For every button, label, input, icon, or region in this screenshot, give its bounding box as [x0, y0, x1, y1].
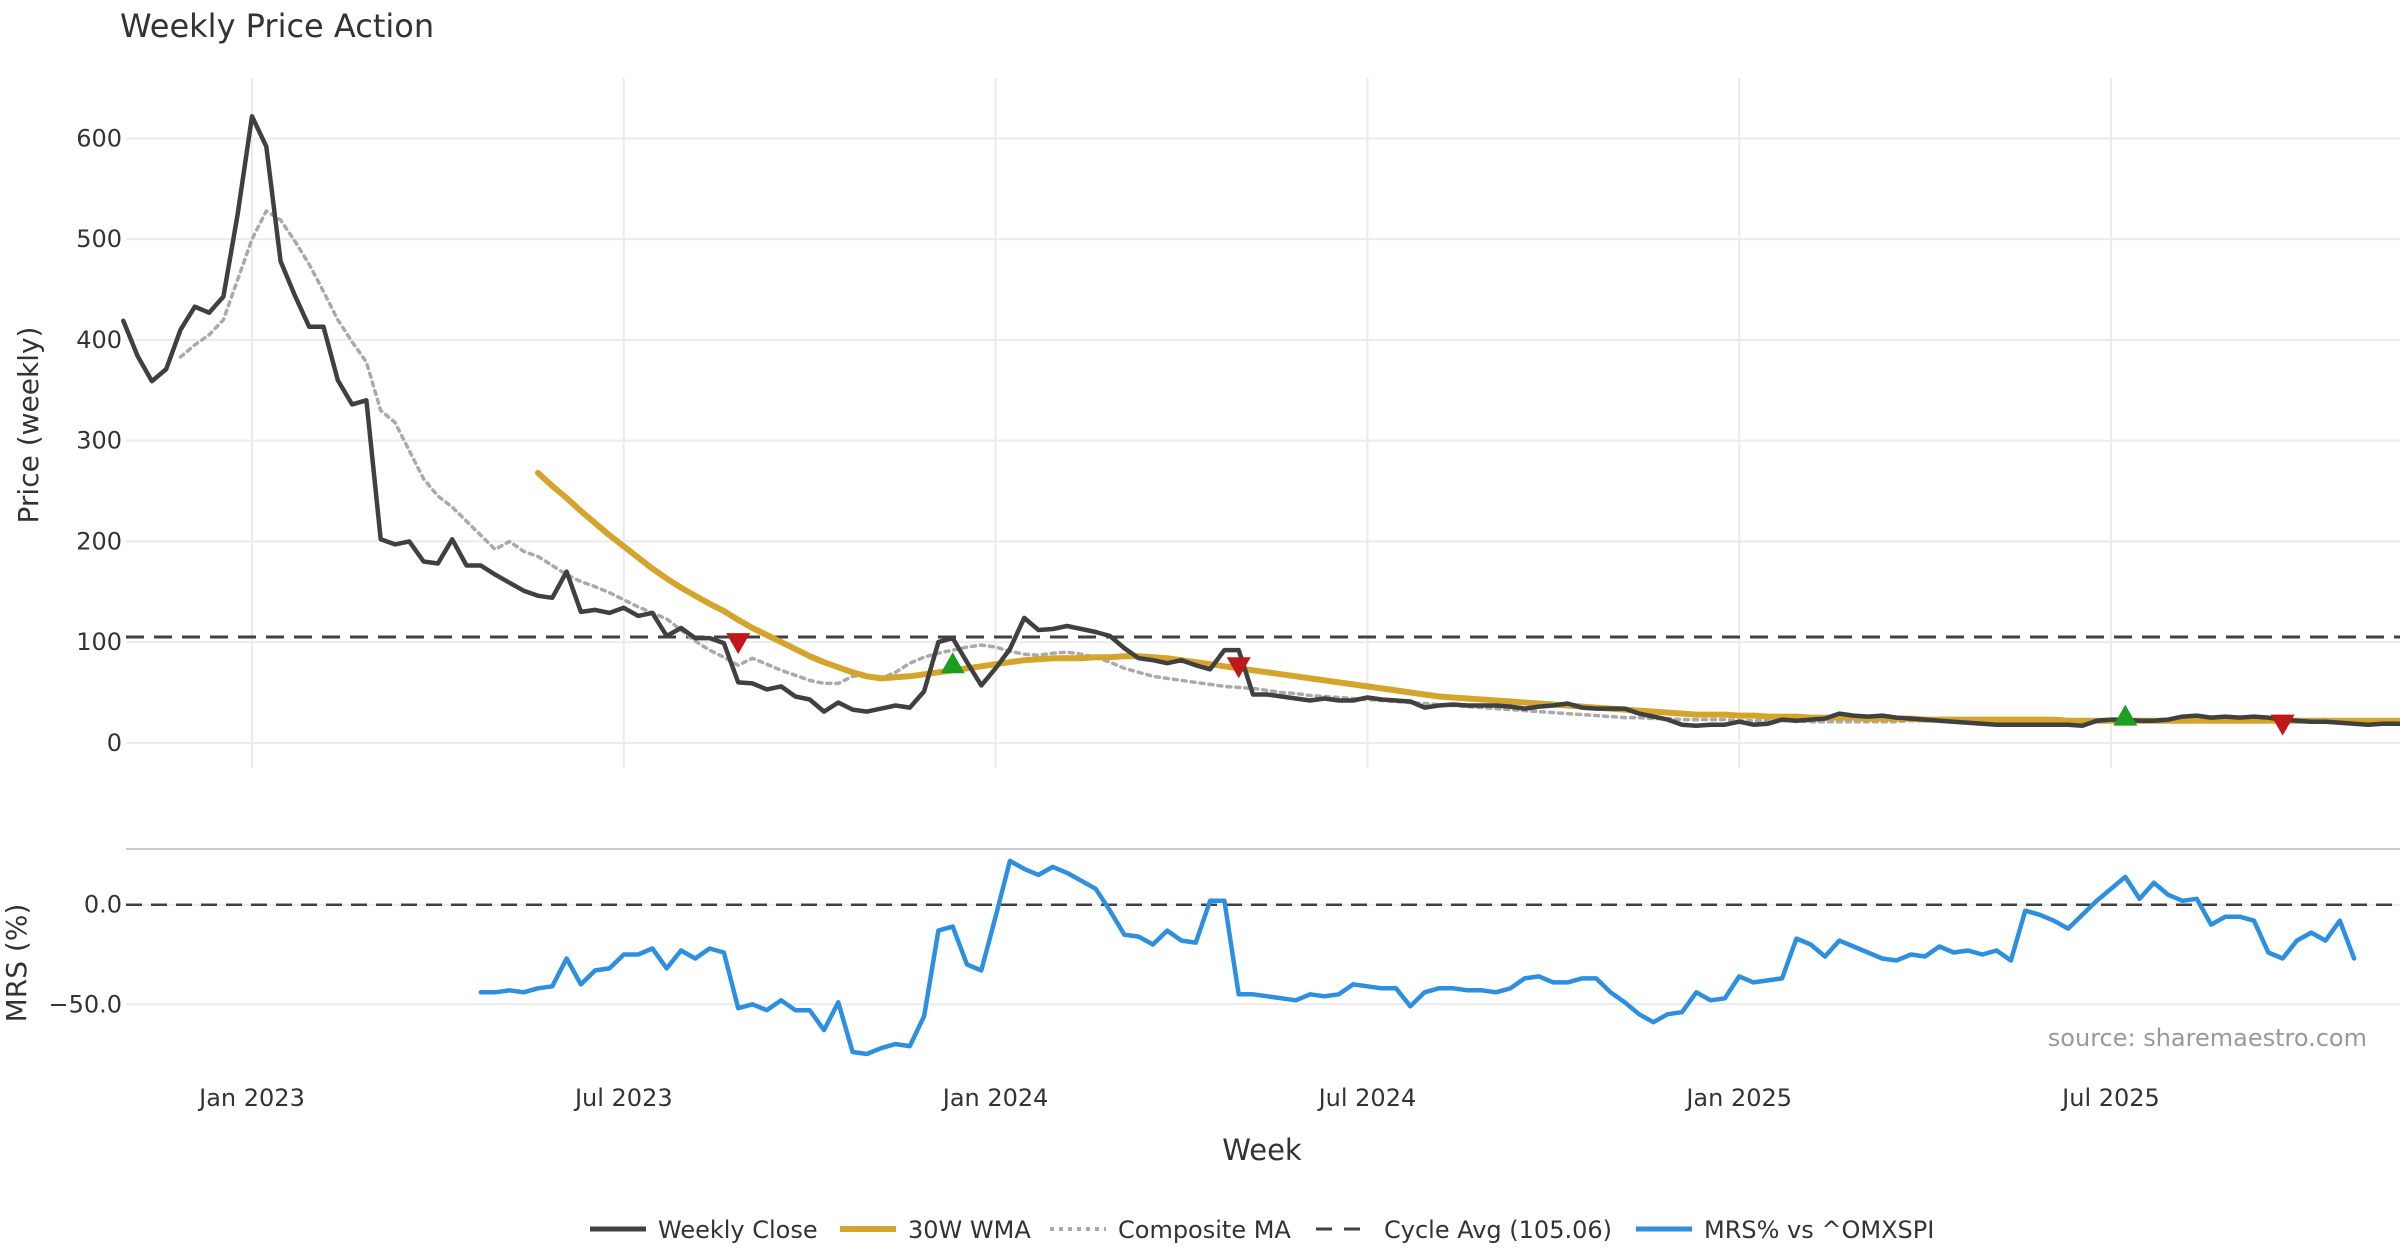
price-y-tick-label: 100 [76, 628, 122, 656]
signal-markers [726, 633, 2295, 736]
x-tick-label: Jan 2023 [197, 1084, 305, 1112]
sell-signal-marker [2270, 714, 2295, 736]
mrs-y-tick-labels: 0.0 −50.0 [48, 891, 122, 1019]
mrs-line [478, 858, 2357, 1057]
price-y-tick-label: 500 [76, 225, 122, 253]
x-tick-label: Jul 2024 [1317, 1084, 1417, 1112]
legend-label: 30W WMA [908, 1216, 1031, 1244]
weekly-close-line [121, 114, 2400, 728]
price-y-tick-labels: 0 100 200 300 400 500 600 [76, 124, 122, 756]
price-panel-grid [126, 78, 2400, 768]
mrs-y-tick-label: 0.0 [84, 891, 122, 919]
x-tick-label: Jul 2023 [573, 1084, 673, 1112]
mrs-y-axis-label: MRS (%) [0, 904, 33, 1023]
x-tick-label: Jan 2025 [1684, 1084, 1792, 1112]
x-tick-labels: Jan 2023 Jul 2023 Jan 2024 Jul 2024 Jan 2025… [197, 1084, 2160, 1112]
mrs-y-tick-label: −50.0 [48, 990, 122, 1018]
price-y-tick-label: 0 [107, 729, 122, 757]
x-tick-label: Jul 2025 [2060, 1084, 2160, 1112]
legend-label: Composite MA [1118, 1216, 1291, 1244]
mrs-series-group [478, 858, 2357, 1057]
chart-title: Weekly Price Action [120, 7, 434, 45]
source-note: source: sharemaestro.com [2048, 1024, 2367, 1052]
price-y-tick-label: 200 [76, 527, 122, 555]
sell-signal-marker [726, 633, 751, 655]
buy-signal-marker [940, 652, 965, 674]
price-y-tick-label: 300 [76, 427, 122, 455]
x-tick-label: Jan 2024 [941, 1084, 1049, 1112]
sell-signal-marker [1226, 657, 1251, 679]
price-series-group [121, 114, 2400, 728]
price-y-tick-label: 400 [76, 326, 122, 354]
chart-legend: Weekly Close 30W WMA Composite MA Cycle Avg… [590, 1216, 1934, 1244]
legend-label: Cycle Avg (105.06) [1384, 1216, 1612, 1244]
legend-label: Weekly Close [658, 1216, 818, 1244]
mrs-panel-grid [126, 903, 2400, 1006]
composite-ma-line [178, 209, 2400, 724]
price-y-axis-label: Price (weekly) [12, 327, 45, 524]
price-y-tick-label: 600 [76, 124, 122, 152]
buy-signal-marker [2113, 704, 2138, 726]
legend-label: MRS% vs ^OMXSPI [1704, 1216, 1934, 1244]
x-axis-label: Week [1222, 1133, 1302, 1167]
